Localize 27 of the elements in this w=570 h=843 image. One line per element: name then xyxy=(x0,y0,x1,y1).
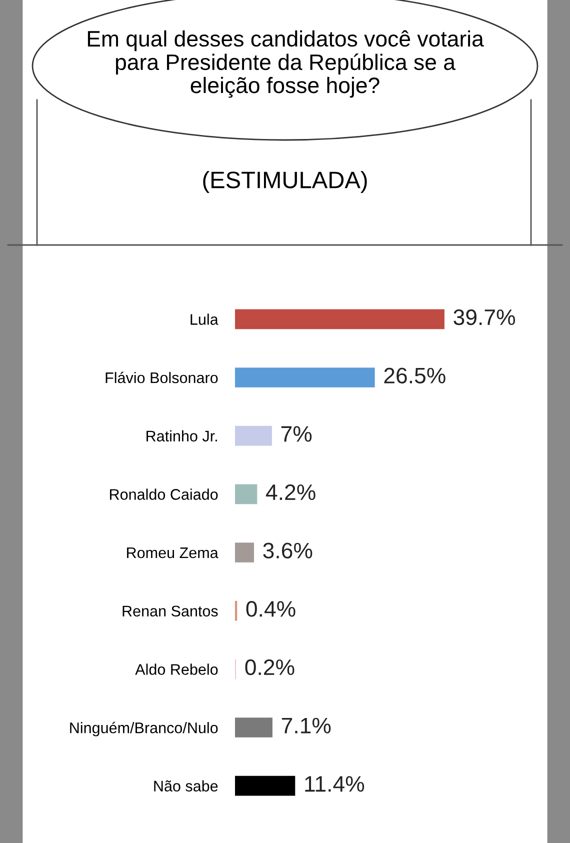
chart-subtitle: (ESTIMULADA) xyxy=(203,170,367,193)
data-label: 11.4% xyxy=(305,776,364,792)
data-label: 0.2% xyxy=(245,659,294,676)
data-label: 0.4% xyxy=(246,601,296,617)
data-label: 39.7% xyxy=(454,309,516,326)
y-tick-label: Flávio Bolsonaro xyxy=(106,372,218,384)
y-tick-label: Não sabe xyxy=(154,780,218,792)
y-tick-label: Renan Santos xyxy=(122,606,218,617)
bar xyxy=(235,542,254,562)
y-tick-label: Ninguém/Branco/Nulo xyxy=(70,722,218,736)
bar xyxy=(235,776,296,796)
data-label: 3.6% xyxy=(263,542,312,558)
bar xyxy=(235,426,272,446)
chart-title: Em qual desses candidatos você votaria para Presidente da República se a eleição fosse hoje? xyxy=(88,30,484,98)
data-label: 4.2% xyxy=(266,484,316,500)
bar xyxy=(235,718,272,738)
y-tick-label: Aldo Rebelo xyxy=(135,664,218,675)
y-tick-label: Lula xyxy=(190,314,218,325)
data-label: 26.5% xyxy=(384,368,446,384)
bar xyxy=(235,484,258,504)
y-tick-label: Ronaldo Caiado xyxy=(110,488,218,500)
y-tick-label: Ratinho Jr. xyxy=(146,430,217,442)
y-tick-label: Romeu Zema xyxy=(127,548,218,558)
bar xyxy=(235,309,444,330)
data-label: 7.1% xyxy=(282,718,331,734)
bar xyxy=(235,368,375,388)
data-label: 7% xyxy=(281,426,312,442)
